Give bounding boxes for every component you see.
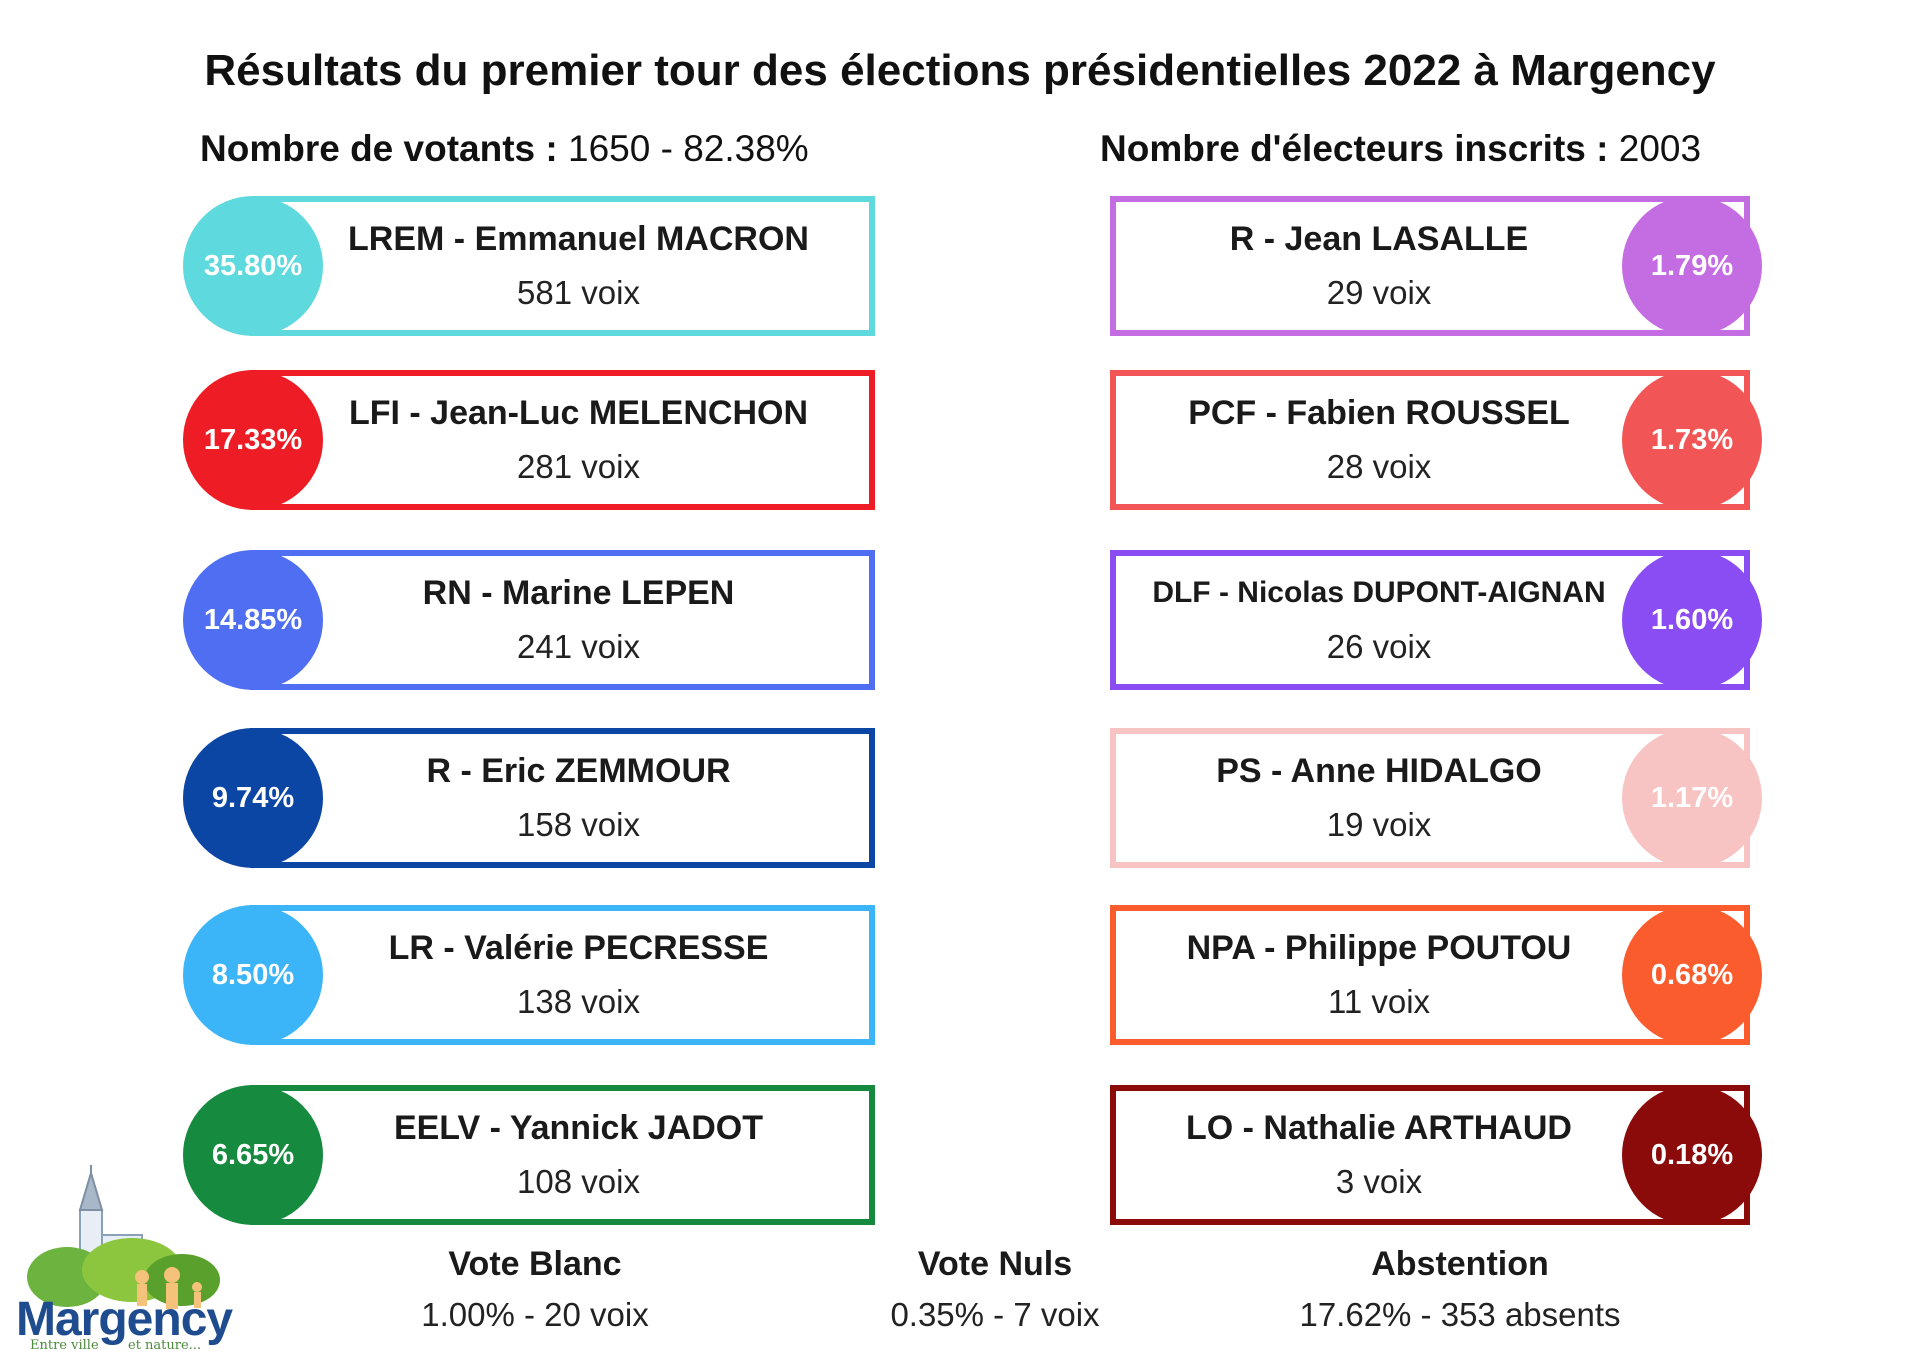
candidate-votes: 19 voix: [1326, 806, 1432, 843]
candidate-card-pecresse: LR - Valérie PECRESSE 138 voix: [250, 905, 875, 1045]
candidate-votes: 108 voix: [517, 1163, 640, 1200]
candidate-name: PCF - Fabien ROUSSEL: [1188, 394, 1570, 432]
candidate-votes: 138 voix: [517, 983, 640, 1020]
page-title: Résultats du premier tour des élections …: [204, 46, 1716, 95]
abstention-summary: Abstention 17.62% - 353 absents: [1260, 1245, 1660, 1334]
abstention-value: 17.62% - 353 absents: [1299, 1296, 1621, 1333]
candidate-votes: 28 voix: [1326, 448, 1432, 485]
vote-nuls-label: Vote Nuls: [917, 1245, 1073, 1283]
candidate-card-jadot: EELV - Yannick JADOT 108 voix: [250, 1085, 875, 1225]
candidate-name: R - Eric ZEMMOUR: [426, 752, 731, 790]
logo-tagline-2: et nature...: [128, 1338, 202, 1353]
votants-value: 1650 - 82.38%: [568, 128, 809, 169]
candidate-name: RN - Marine LEPEN: [422, 574, 735, 612]
percent-badge-poutou: 0.68%: [1622, 905, 1762, 1045]
candidate-name: LFI - Jean-Luc MELENCHON: [348, 394, 809, 432]
votants-label: Nombre de votants :: [200, 128, 558, 169]
logo-wordmark: Margency: [16, 1293, 233, 1346]
candidate-votes: 581 voix: [517, 274, 640, 311]
percent-badge-lasalle: 1.79%: [1622, 196, 1762, 336]
candidate-votes: 241 voix: [517, 628, 640, 665]
village-church-logo-icon: [27, 1165, 220, 1309]
percent-badge-pecresse: 8.50%: [183, 905, 323, 1045]
vote-nuls-value: 0.35% - 7 voix: [890, 1296, 1100, 1333]
inscrits-stat: Nombre d'électeurs inscrits : 2003: [1100, 128, 1701, 170]
percent-badge-jadot: 6.65%: [183, 1085, 323, 1225]
abstention-label: Abstention: [1371, 1245, 1549, 1283]
inscrits-label: Nombre d'électeurs inscrits :: [1100, 128, 1609, 169]
logo-tagline-1: Entre ville: [30, 1338, 99, 1353]
percent-badge-lepen: 14.85%: [183, 550, 323, 690]
inscrits-value: 2003: [1618, 128, 1702, 169]
candidate-name: LR - Valérie PECRESSE: [388, 929, 769, 967]
candidate-card-macron: LREM - Emmanuel MACRON 581 voix: [250, 196, 875, 336]
percent-badge-roussel: 1.73%: [1622, 370, 1762, 510]
candidate-name: EELV - Yannick JADOT: [393, 1109, 764, 1147]
vote-blanc-value: 1.00% - 20 voix: [421, 1296, 649, 1333]
percent-badge-hidalgo: 1.17%: [1622, 728, 1762, 868]
vote-blanc-label: Vote Blanc: [448, 1245, 622, 1283]
percent-badge-macron: 35.80%: [183, 196, 323, 336]
candidate-card-lepen: RN - Marine LEPEN 241 voix: [250, 550, 875, 690]
candidate-name: LO - Nathalie ARTHAUD: [1186, 1109, 1572, 1147]
candidate-card-zemmour: R - Eric ZEMMOUR 158 voix: [250, 728, 875, 868]
candidate-votes: 26 voix: [1326, 628, 1432, 665]
percent-badge-melenchon: 17.33%: [183, 370, 323, 510]
candidate-card-melenchon: LFI - Jean-Luc MELENCHON 281 voix: [250, 370, 875, 510]
candidate-votes: 29 voix: [1326, 274, 1432, 311]
candidate-name: PS - Anne HIDALGO: [1216, 752, 1542, 790]
votants-stat: Nombre de votants : 1650 - 82.38%: [200, 128, 809, 170]
candidate-name: DLF - Nicolas DUPONT-AIGNAN: [1152, 576, 1606, 609]
vote-nuls-summary: Vote Nuls 0.35% - 7 voix: [830, 1245, 1160, 1334]
candidate-votes: 11 voix: [1327, 983, 1431, 1020]
candidate-votes: 158 voix: [517, 806, 640, 843]
candidate-name: NPA - Philippe POUTOU: [1186, 929, 1572, 967]
percent-badge-arthaud: 0.18%: [1622, 1085, 1762, 1225]
percent-badge-dupont-aignan: 1.60%: [1622, 550, 1762, 690]
candidate-votes: 3 voix: [1335, 1163, 1423, 1200]
candidate-name: LREM - Emmanuel MACRON: [348, 220, 809, 258]
candidate-votes: 281 voix: [517, 448, 640, 485]
vote-blanc-summary: Vote Blanc 1.00% - 20 voix: [370, 1245, 700, 1334]
candidate-name: R - Jean LASALLE: [1229, 220, 1529, 258]
percent-badge-zemmour: 9.74%: [183, 728, 323, 868]
